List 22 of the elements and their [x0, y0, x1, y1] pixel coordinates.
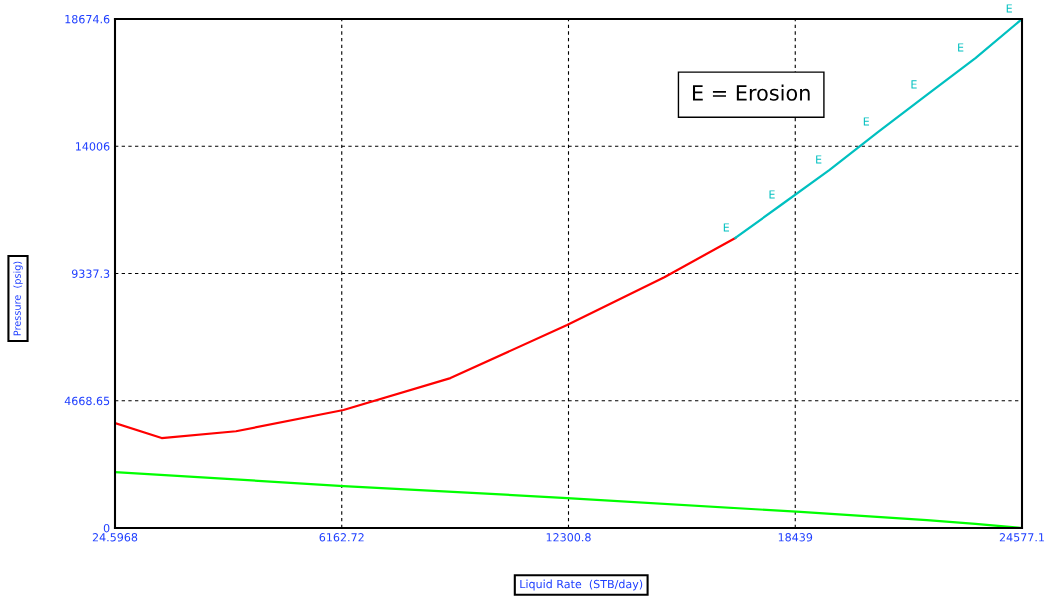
annotation: E = Erosion: [692, 84, 810, 101]
x-tick-label: 18439: [778, 533, 813, 542]
y-tick-label: 18674.6: [65, 14, 110, 24]
annotation: E: [1006, 4, 1012, 13]
y-tick-label: 4668.65: [64, 396, 110, 406]
annotation: E: [723, 223, 730, 232]
line-series: [734, 19, 1022, 240]
annotation: E: [816, 155, 822, 164]
y-axis-title: Pressure (psig): [13, 261, 23, 336]
annotation: E: [769, 190, 775, 199]
annotation: E: [911, 80, 917, 89]
x-tick-label: 24.5968: [92, 533, 138, 542]
y-tick-label: 9337.3: [71, 269, 110, 278]
x-axis-title: Liquid Rate (STB/day): [520, 579, 643, 591]
x-tick-label: 12300.8: [546, 533, 591, 542]
y-tick-label: 0: [103, 523, 110, 533]
line-series: [115, 236, 737, 440]
annotation: E: [958, 43, 964, 52]
y-tick-label: 14006: [76, 142, 110, 151]
annotation: E: [863, 117, 870, 126]
x-tick-label: 24577.1: [999, 533, 1044, 542]
x-tick-label: 6162.72: [319, 533, 364, 542]
